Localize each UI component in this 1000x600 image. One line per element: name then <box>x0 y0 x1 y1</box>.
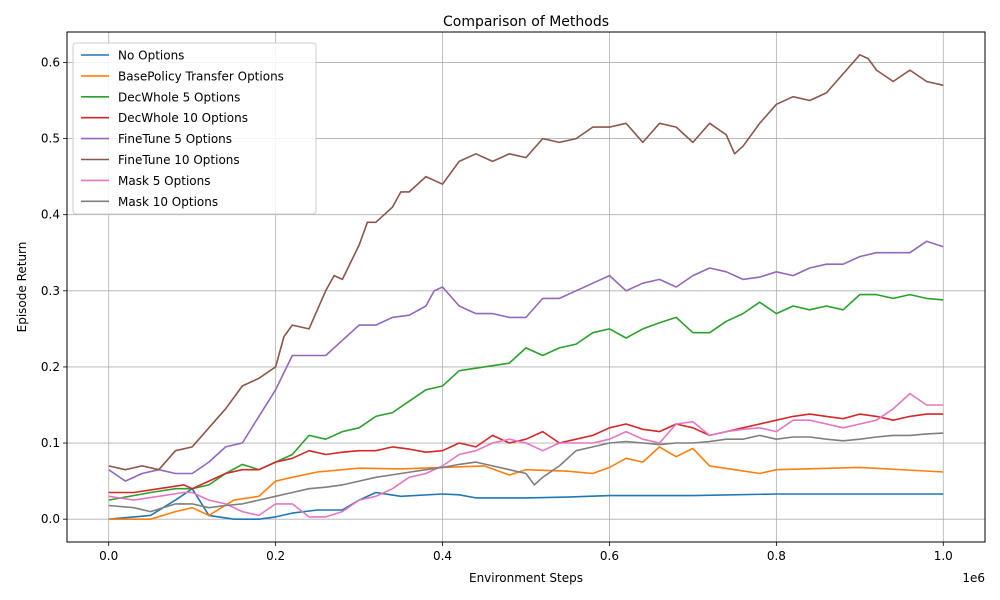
legend-label: FineTune 10 Options <box>118 153 240 167</box>
legend-label: BasePolicy Transfer Options <box>118 69 284 83</box>
x-axis-offset-label: 1e6 <box>962 571 985 585</box>
y-axis-ticks: 0.0 0.1 0.2 0.3 0.4 0.5 0.6 <box>41 55 67 526</box>
x-tick-label: 0.0 <box>99 549 118 563</box>
chart-title: Comparison of Methods <box>443 14 609 30</box>
legend-label: Mask 10 Options <box>118 195 218 209</box>
series-lines <box>108 53 944 521</box>
legend-label: No Options <box>118 49 184 63</box>
y-tick-label: 0.6 <box>41 55 60 69</box>
x-tick-label: 1.0 <box>934 549 953 563</box>
x-axis-label: Environment Steps <box>469 571 583 585</box>
x-tick-label: 0.8 <box>767 549 786 563</box>
series-line-3 <box>108 413 944 494</box>
legend-label: DecWhole 10 Options <box>118 111 248 125</box>
legend-label: FineTune 5 Options <box>118 132 232 146</box>
y-axis-label: Episode Return <box>15 242 29 333</box>
x-axis-ticks: 0.0 0.2 0.4 0.6 0.8 1.0 <box>99 542 953 563</box>
plot-frame <box>66 31 986 543</box>
y-tick-label: 0.3 <box>41 284 60 298</box>
series-line-5 <box>108 53 944 471</box>
y-tick-label: 0.2 <box>41 360 60 374</box>
legend: No Options BasePolicy Transfer Options Dec… <box>72 42 317 215</box>
series-line-4 <box>108 240 944 482</box>
y-tick-label: 0.0 <box>41 512 60 526</box>
y-tick-label: 0.5 <box>41 132 60 146</box>
x-tick-label: 0.6 <box>600 549 619 563</box>
series-line-1 <box>108 446 944 521</box>
legend-box <box>72 42 317 215</box>
y-tick-label: 0.1 <box>41 436 60 450</box>
x-tick-label: 0.4 <box>433 549 452 563</box>
legend-label: Mask 5 Options <box>118 174 210 188</box>
y-tick-label: 0.4 <box>41 208 60 222</box>
series-line-6 <box>108 392 944 518</box>
legend-label: DecWhole 5 Options <box>118 90 240 104</box>
series-line-7 <box>108 432 944 513</box>
x-tick-label: 0.2 <box>266 549 285 563</box>
